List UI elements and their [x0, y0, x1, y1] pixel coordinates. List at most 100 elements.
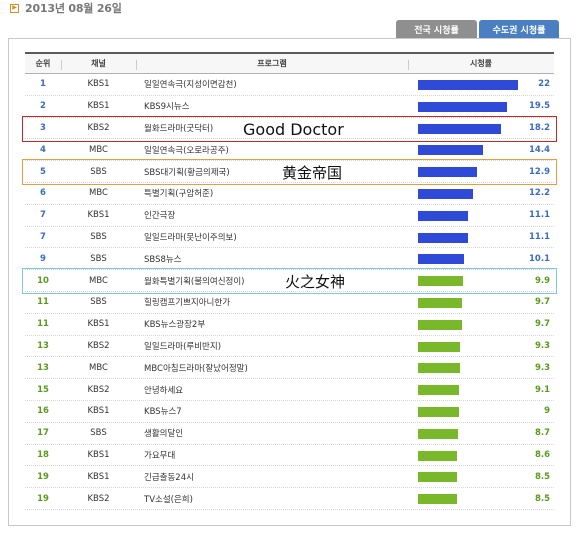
program-cell: SBS8뉴스: [144, 254, 182, 265]
program-cell: KBS9시뉴스: [144, 102, 190, 113]
table-row: 13 KBS2 일일드라마(루비반지) 9.3: [25, 336, 554, 358]
table-row: 11 KBS1 KBS뉴스광장2부 9.7: [25, 314, 554, 336]
table-row: 1 KBS1 일일연속극(지성이면감천) 22: [25, 74, 554, 96]
rating-cell: 11.1: [408, 227, 554, 248]
rating-bar: [418, 276, 463, 287]
rating-bar: [418, 385, 460, 396]
program-cell: SBS대기획(황금의제국): [144, 167, 230, 178]
rating-bar: [418, 210, 469, 221]
table-row: 7 SBS 일일드라마(못난이주의보) 11.1: [25, 227, 554, 249]
program-cell: 월화특별기획(불의여신정이): [144, 276, 245, 287]
rating-bar: [418, 188, 474, 199]
program-cell: 일일연속극(오로라공주): [144, 145, 229, 156]
rating-value: 9: [544, 406, 550, 417]
table-row: 9 SBS SBS8뉴스 10.1: [25, 248, 554, 271]
rating-cell: 18.2: [408, 118, 554, 139]
program-cell: MBC아침드라마(잘났어정말): [144, 363, 248, 374]
rating-value: 11.1: [529, 210, 550, 221]
rating-cell: 9.1: [408, 379, 554, 400]
rank-cell: 13: [37, 340, 49, 351]
channel-cell: MBC: [89, 188, 108, 199]
header-rank: 순위: [35, 59, 51, 68]
table-row: 16 KBS1 KBS뉴스7 9: [25, 401, 554, 423]
program-cell: 인간극장: [144, 211, 176, 222]
rating-value: 9.7: [534, 319, 550, 330]
rating-cell: 8.5: [408, 466, 554, 487]
channel-cell: KBS2: [87, 493, 110, 504]
rating-bar: [418, 167, 477, 178]
tab-capital-rating[interactable]: 수도권 시청률: [479, 20, 559, 38]
channel-cell: KBS1: [87, 101, 110, 112]
rating-cell: 9.9: [408, 270, 554, 291]
table-row: 13 MBC MBC아침드라마(잘났어정말) 9.3: [25, 357, 554, 380]
table-body: 1 KBS1 일일연속극(지성이면감천) 22 2 KBS1 KBS9시뉴스 19.5 3 KBS…: [25, 74, 554, 510]
channel-cell: SBS: [90, 428, 107, 439]
table-row: 19 KBS2 TV소설(은희) 8.5: [25, 488, 554, 510]
channel-cell: KBS2: [87, 122, 110, 133]
channel-cell: KBS1: [87, 210, 110, 221]
table-row: 3 KBS2 월화드라마(굿닥터) 18.2: [25, 118, 554, 140]
table-row: 10 MBC 월화특별기획(불의여신정이) 9.9: [25, 270, 554, 292]
table-row: 2 KBS1 KBS9시뉴스 19.5: [25, 96, 554, 118]
date-label: 2013년 08월 26일: [25, 2, 122, 15]
rating-cell: 9.7: [408, 292, 554, 313]
rating-value: 18.2: [529, 122, 550, 133]
rating-value: 10.1: [529, 253, 550, 264]
tab-national-rating[interactable]: 전국 시청률: [396, 20, 477, 38]
rating-bar: [418, 232, 469, 243]
table-row: 7 KBS1 인간극장 11.1: [25, 205, 554, 227]
rating-value: 14.4: [529, 144, 550, 155]
rank-cell: 7: [40, 210, 46, 221]
rating-bar: [418, 297, 463, 308]
channel-cell: SBS: [90, 253, 107, 264]
rank-cell: 11: [37, 297, 49, 308]
channel-cell: MBC: [89, 144, 108, 155]
table-row: 19 KBS1 긴급출동24시 8.5: [25, 466, 554, 489]
channel-cell: KBS1: [87, 319, 110, 330]
rating-value: 12.9: [529, 166, 550, 177]
program-cell: KBS뉴스광장2부: [144, 320, 206, 331]
rating-bar: [418, 80, 518, 90]
rating-value: 12.2: [529, 188, 550, 199]
rating-tabs: 전국 시청률 수도권 시청률: [396, 20, 559, 38]
annotation-label: 火之女神: [285, 273, 346, 291]
table-row: 6 MBC 특별기획(구암허준) 12.2: [25, 183, 554, 205]
rank-cell: 2: [40, 101, 46, 112]
rank-cell: 19: [37, 493, 49, 504]
rating-cell: 10.1: [408, 248, 554, 269]
program-cell: TV소설(은희): [144, 494, 193, 505]
header-channel: 채널: [61, 54, 136, 73]
rating-cell: 9.3: [408, 357, 554, 378]
rank-cell: 17: [37, 428, 49, 439]
rating-value: 8.5: [534, 471, 550, 482]
program-cell: 일일드라마(못난이주의보): [144, 232, 237, 243]
rank-cell: 6: [40, 188, 46, 199]
rank-cell: 1: [40, 79, 46, 90]
rating-cell: 8.5: [408, 488, 554, 509]
date-bar: ▶ 2013년 08월 26일: [10, 0, 122, 16]
program-cell: 긴급출동24시: [144, 472, 194, 483]
rank-cell: 16: [37, 406, 49, 417]
program-cell: 월화드라마(굿닥터): [144, 123, 214, 134]
rank-cell: 18: [37, 449, 49, 460]
rating-cell: 19.5: [408, 96, 554, 117]
rating-value: 9.3: [534, 362, 550, 373]
rating-cell: 14.4: [408, 139, 554, 160]
table-row: 18 KBS1 가요무대 8.6: [25, 445, 554, 467]
rating-cell: 8.6: [408, 445, 554, 466]
rank-cell: 13: [37, 362, 49, 373]
rating-value: 9.1: [534, 384, 550, 395]
table-header: 순위 채널 프로그램 시청률: [25, 52, 554, 74]
rating-bar: [418, 363, 461, 374]
program-cell: 생활의달인: [144, 429, 184, 440]
rating-bar: [418, 101, 507, 112]
table-row: 15 KBS2 안녕하세요 9.1: [25, 379, 554, 401]
rank-cell: 19: [37, 471, 49, 482]
table-row: 11 SBS 힐링캠프기쁘지아니한가 9.7: [25, 292, 554, 314]
channel-cell: KBS1: [87, 406, 110, 417]
arrow-right-icon: ▶: [10, 3, 19, 13]
rank-cell: 15: [37, 384, 49, 395]
rating-bar: [418, 145, 484, 156]
table-row: 5 SBS SBS대기획(황금의제국) 12.9: [25, 161, 554, 183]
channel-cell: KBS2: [87, 340, 110, 351]
